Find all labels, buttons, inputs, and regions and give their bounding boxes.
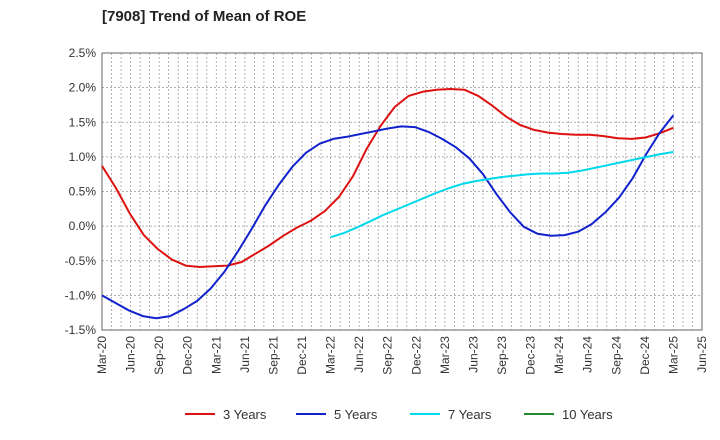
x-tick-label: Jun-22 <box>352 336 366 373</box>
legend-label: 3 Years <box>223 407 267 422</box>
x-tick-label: Mar-21 <box>209 336 223 374</box>
x-tick-label: Mar-23 <box>438 336 452 374</box>
y-tick-label: 1.5% <box>69 115 97 129</box>
x-tick-label: Sep-23 <box>495 336 509 375</box>
y-tick-label: 0.5% <box>69 185 97 199</box>
y-tick-label: 0.0% <box>69 219 97 233</box>
x-tick-label: Sep-20 <box>152 336 166 375</box>
y-tick-label: 1.0% <box>69 150 97 164</box>
x-tick-label: Sep-21 <box>266 336 280 375</box>
y-tick-label: 2.5% <box>69 46 97 60</box>
legend-label: 10 Years <box>562 407 613 422</box>
legend-label: 7 Years <box>448 407 492 422</box>
x-tick-label: Dec-20 <box>181 336 195 375</box>
x-tick-label: Jun-25 <box>695 336 709 373</box>
x-tick-label: Jun-24 <box>581 336 595 373</box>
x-tick-label: Jun-20 <box>124 336 138 373</box>
x-tick-label: Dec-24 <box>638 336 652 375</box>
x-tick-label: Mar-22 <box>324 336 338 374</box>
x-tick-label: Sep-24 <box>609 336 623 375</box>
y-tick-label: -1.0% <box>65 288 97 302</box>
y-tick-label: -0.5% <box>65 254 97 268</box>
x-tick-label: Dec-21 <box>295 336 309 375</box>
x-tick-label: Sep-22 <box>381 336 395 375</box>
legend-label: 5 Years <box>334 407 378 422</box>
y-tick-label: -1.5% <box>65 323 97 337</box>
series-3-years-line <box>101 88 674 268</box>
x-tick-label: Dec-22 <box>409 336 423 375</box>
y-tick-label: 2.0% <box>69 81 97 95</box>
series-7-years-line <box>330 151 674 239</box>
x-tick-label: Mar-24 <box>552 336 566 374</box>
x-tick-label: Jun-23 <box>466 336 480 373</box>
x-tick-label: Mar-25 <box>666 336 680 374</box>
x-tick-label: Mar-20 <box>95 336 109 374</box>
plot-area-border <box>101 52 703 331</box>
x-tick-label: Jun-21 <box>238 336 252 373</box>
chart-title: [7908] Trend of Mean of ROE <box>102 8 307 25</box>
x-tick-label: Dec-23 <box>524 336 538 375</box>
series-5-years-line <box>101 114 675 320</box>
